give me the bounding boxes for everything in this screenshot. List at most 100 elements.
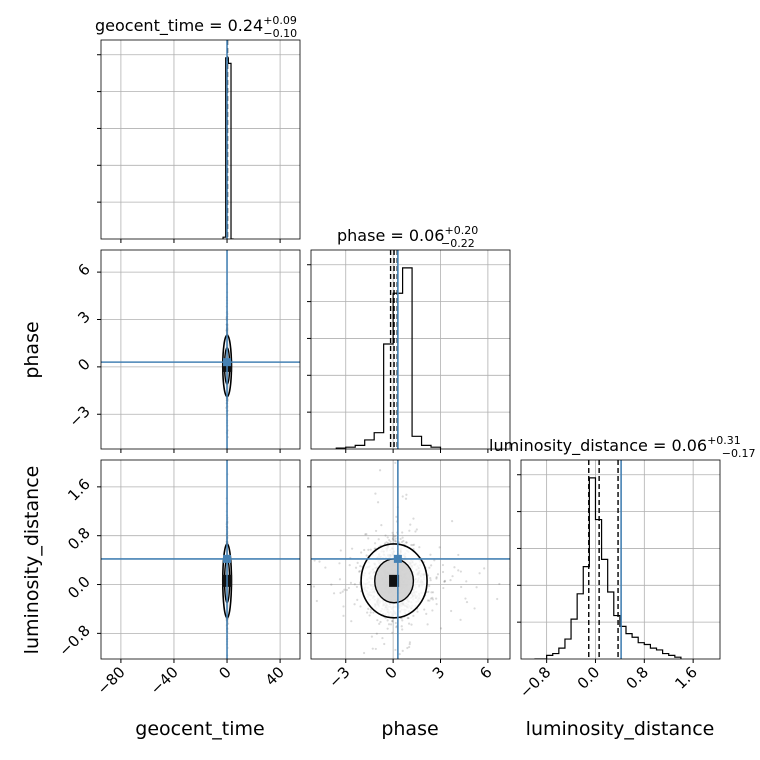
sample-point: [423, 608, 426, 611]
sample-point: [399, 537, 402, 541]
sample-point: [435, 597, 438, 600]
ylabel-phase: phase: [21, 321, 43, 378]
sample-point: [374, 529, 378, 533]
sample-point: [412, 517, 415, 520]
sample-point: [341, 590, 344, 593]
panel-phase-vs-luminosity_distance: −3 0 3 6: [239, 418, 511, 691]
sample-point: [435, 603, 438, 606]
sample-point: [373, 547, 376, 550]
sample-point: [400, 540, 404, 544]
sample-point: [391, 619, 394, 622]
sample-point: [339, 549, 342, 552]
sample-point: [414, 530, 417, 533]
sample-point: [360, 551, 363, 554]
sample-point: [408, 529, 411, 532]
sample-point: [400, 625, 403, 628]
sample-point: [441, 563, 445, 567]
panel-frame: [100, 39, 301, 240]
title-geocent-time: geocent_time = 0.24+0.09 −0.10: [95, 14, 297, 40]
sample-point: [339, 591, 342, 595]
sample-point: [387, 623, 391, 626]
sample-point: [415, 528, 418, 531]
sample-point: [428, 584, 431, 588]
sample-point: [464, 597, 467, 600]
sample-point: [496, 597, 499, 601]
sample-point: [389, 623, 393, 626]
sample-point: [418, 546, 421, 549]
sample-point: [312, 585, 316, 588]
sample-point: [427, 590, 430, 593]
sample-point: [386, 418, 388, 420]
title-plus-error: +0.31: [707, 434, 741, 447]
sample-point: [430, 591, 433, 594]
sample-point: [406, 616, 409, 620]
sample-point: [410, 543, 413, 547]
sample-point: [425, 612, 428, 615]
panel-frame: [310, 249, 511, 450]
sample-point: [290, 567, 292, 569]
sample-point: [370, 635, 374, 638]
sample-point: [386, 619, 389, 622]
sample-point: [412, 614, 415, 617]
sample-point: [353, 603, 356, 606]
panel-content: [222, 40, 234, 239]
title-value: geocent_time = 0.24: [95, 16, 263, 36]
sample-point: [398, 652, 401, 656]
sample-point: [408, 641, 412, 644]
sample-point: [313, 559, 316, 562]
sample-point: [348, 564, 351, 567]
sample-point: [350, 620, 353, 623]
histogram-bars: [335, 267, 442, 449]
sample-point: [407, 616, 410, 620]
x-tick-label-phase: −3: [325, 663, 353, 691]
sample-point: [372, 611, 375, 614]
sample-point: [428, 599, 431, 602]
sample-point: [405, 493, 408, 496]
sample-point: [401, 628, 404, 631]
sample-point: [374, 647, 377, 651]
sample-point: [338, 562, 341, 565]
sample-point: [395, 626, 398, 629]
sample-point: [460, 585, 463, 589]
panel-content: [335, 250, 442, 449]
truth-marker: [393, 554, 402, 563]
sample-point: [478, 572, 481, 575]
sample-point: [369, 608, 373, 611]
sample-point: [386, 536, 389, 539]
sample-point: [401, 495, 404, 498]
sample-point: [392, 535, 395, 538]
sample-point: [383, 642, 386, 646]
sample-point: [391, 631, 394, 634]
sample-point: [426, 623, 429, 626]
sample-point: [367, 548, 370, 551]
sample-point: [391, 531, 394, 534]
sample-point: [441, 570, 445, 574]
sample-point: [359, 605, 362, 608]
panel-luminosity_distance-hist: −0.8 0.0 0.8 1.6: [516, 459, 721, 702]
sample-point: [239, 589, 241, 591]
sample-point: [391, 536, 395, 540]
sample-point: [342, 614, 345, 617]
sample-point: [411, 544, 414, 547]
sample-point: [226, 690, 228, 692]
xlabel-phase: phase: [381, 718, 438, 740]
y-tick-label-luminosity_distance: 1.6: [64, 475, 94, 505]
sample-point: [386, 627, 389, 630]
panel-frame: [520, 459, 721, 660]
sample-point: [376, 501, 380, 504]
sample-point: [401, 649, 404, 652]
sample-point: [338, 578, 342, 581]
sample-point: [374, 492, 377, 495]
panel-frame: [100, 249, 301, 450]
sample-point: [436, 573, 440, 576]
x-tick-label-phase: 3: [429, 663, 448, 682]
sample-point: [366, 611, 369, 614]
y-tick-label-luminosity_distance: −0.8: [55, 621, 93, 659]
density-peak: [389, 574, 400, 587]
sample-point: [429, 577, 432, 580]
sample-point: [330, 583, 333, 586]
sample-point: [353, 583, 356, 586]
sample-point: [443, 580, 446, 583]
sample-point: [318, 560, 321, 563]
sample-point: [395, 515, 398, 518]
